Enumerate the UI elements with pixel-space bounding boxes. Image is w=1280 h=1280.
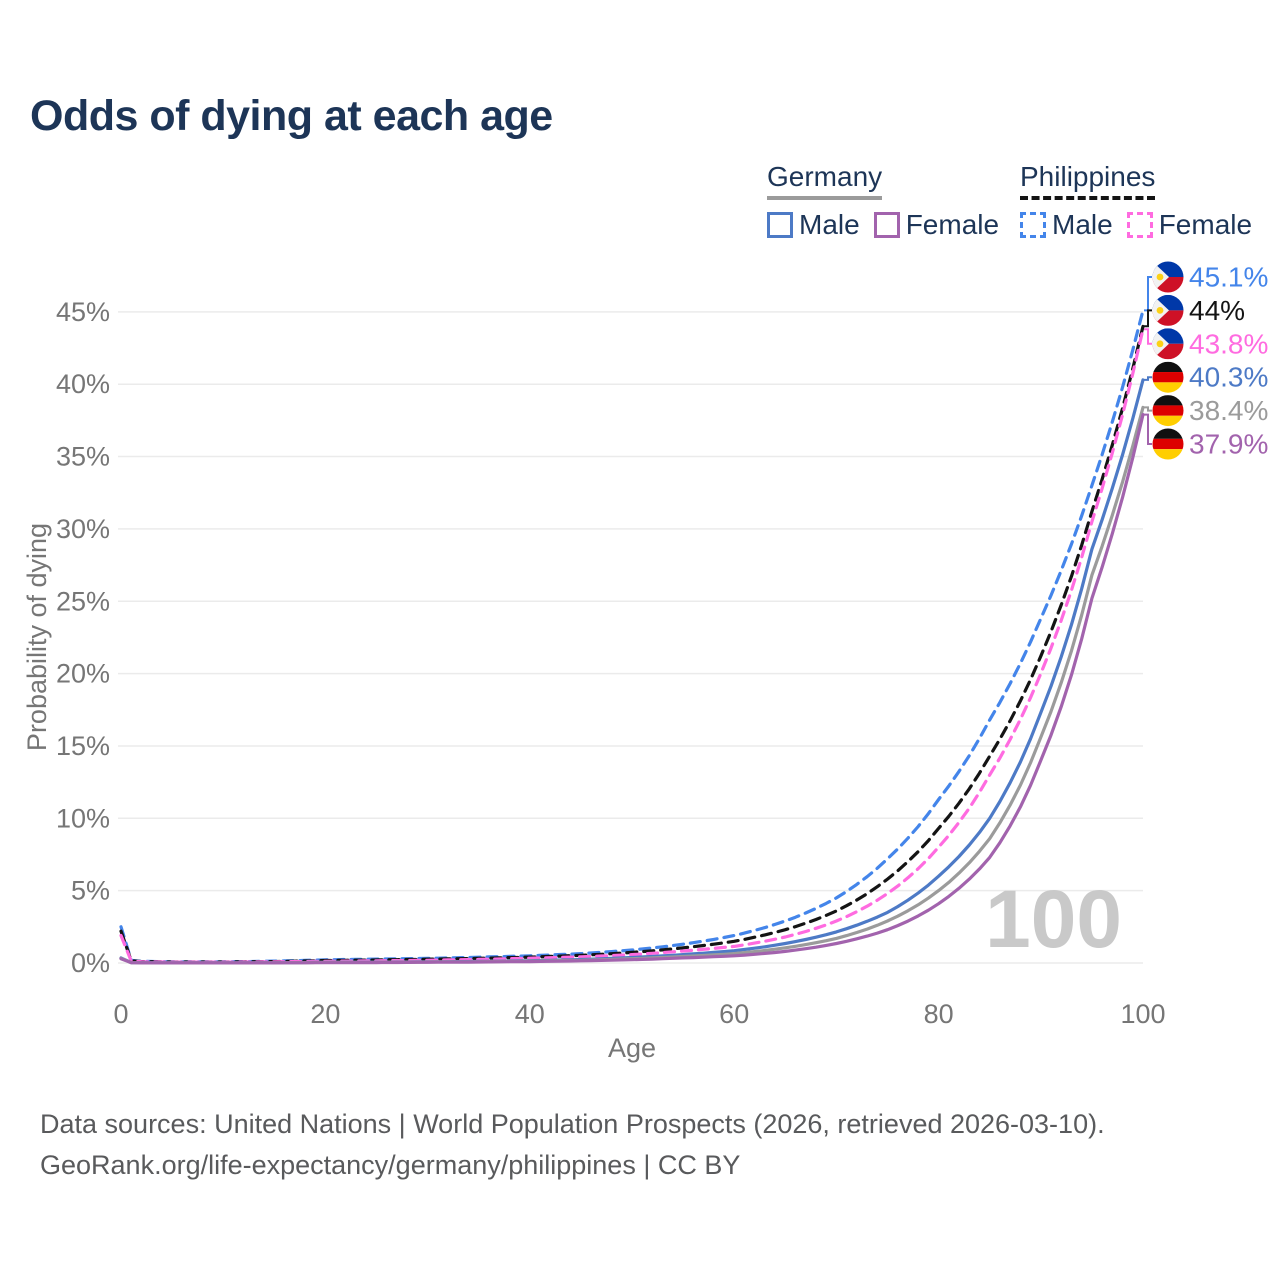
legend-label-germany-male: Male <box>799 209 860 240</box>
y-tick-label: 10% <box>56 803 110 833</box>
page-title: Odds of dying at each age <box>30 92 553 140</box>
y-axis-title: Probability of dying <box>22 523 52 751</box>
y-tick-label: 35% <box>56 442 110 472</box>
flag-icon-germany <box>1152 395 1184 427</box>
legend-label-philippines-female: Female <box>1158 209 1253 240</box>
legend-item-germany-female[interactable]: Female <box>873 209 1000 241</box>
y-tick-label: 5% <box>71 876 110 906</box>
legend-item-germany-male[interactable]: Male <box>767 209 860 241</box>
y-tick-label: 40% <box>56 369 110 399</box>
y-tick-label: 0% <box>71 948 110 978</box>
y-tick-label: 45% <box>56 297 110 327</box>
x-tick-label: 60 <box>719 999 749 1029</box>
x-tick-label: 80 <box>924 999 954 1029</box>
series-line-philippines-overall[interactable] <box>119 324 1145 964</box>
flag-icon-germany <box>1152 361 1184 393</box>
series-line-philippines-female[interactable] <box>119 327 1145 964</box>
legend-item-philippines-female[interactable]: Female <box>1126 209 1253 241</box>
legend-swatch-philippines-female-icon <box>1126 212 1153 238</box>
legend-header-germany: Germany <box>767 161 883 200</box>
x-tick-label: 100 <box>1120 999 1165 1029</box>
footer-attribution: GeoRank.org/life-expectancy/germany/phil… <box>40 1150 741 1180</box>
y-tick-label: 15% <box>56 731 110 761</box>
legend-group-germany: Germany Male Female <box>767 161 1013 241</box>
end-value-label-germany-overall: 38.4% <box>1189 395 1268 426</box>
end-value-label-philippines-overall: 44% <box>1189 295 1245 326</box>
end-label-leader <box>1144 328 1152 345</box>
y-tick-label: 30% <box>56 514 110 544</box>
y-tick-label: 25% <box>56 586 110 616</box>
end-label-leader <box>1144 309 1152 328</box>
flag-icon-philippines <box>1152 328 1184 360</box>
end-value-label-philippines-male: 45.1% <box>1189 262 1268 293</box>
flag-icon-philippines <box>1152 294 1184 326</box>
x-tick-label: 0 <box>113 999 128 1029</box>
series-line-germany-female[interactable] <box>119 413 1145 965</box>
flag-icon-philippines <box>1152 261 1184 293</box>
end-label-leader <box>1144 376 1152 381</box>
x-axis-title: Age <box>608 1033 656 1063</box>
end-value-label-philippines-female: 43.8% <box>1189 328 1268 359</box>
x-tick-label: 20 <box>310 999 340 1029</box>
legend-label-philippines-male: Male <box>1052 209 1113 240</box>
legend-item-philippines-male[interactable]: Male <box>1020 209 1113 241</box>
footer: Data sources: United Nations | World Pop… <box>40 1104 1105 1186</box>
end-label-leader <box>1144 276 1152 312</box>
end-value-label-germany-female: 37.9% <box>1189 429 1268 460</box>
legend-swatch-germany-female-icon <box>873 212 900 238</box>
legend-header-philippines: Philippines <box>1020 161 1156 200</box>
legend-label-germany-female: Female <box>905 209 1000 240</box>
footer-data-sources: Data sources: United Nations | World Pop… <box>40 1109 1105 1139</box>
end-label-leader <box>1144 406 1152 412</box>
legend-group-philippines: Philippines Male Female <box>1020 161 1266 241</box>
y-tick-label: 20% <box>56 659 110 689</box>
x-tick-label: 40 <box>515 999 545 1029</box>
age-watermark: 100 <box>985 874 1122 965</box>
series-line-philippines-male[interactable] <box>119 308 1145 964</box>
flag-icon-germany <box>1152 428 1184 460</box>
end-value-label-germany-male: 40.3% <box>1189 362 1268 393</box>
legend-swatch-germany-male-icon <box>767 212 793 238</box>
end-label-leader <box>1144 413 1152 445</box>
legend-swatch-philippines-male-icon <box>1020 212 1046 238</box>
